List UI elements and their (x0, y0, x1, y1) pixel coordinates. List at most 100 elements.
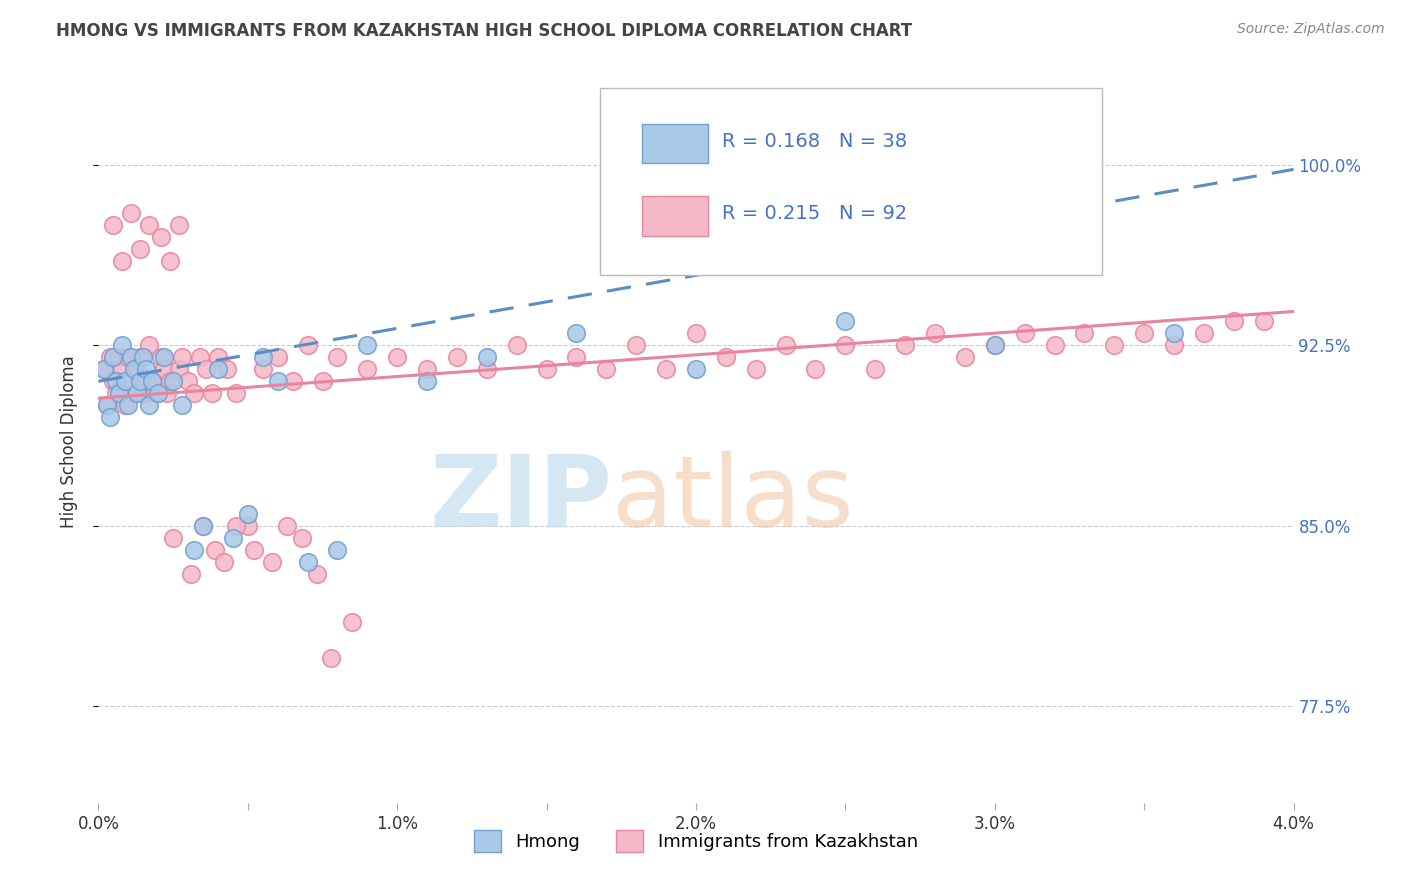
Point (103, 218, 125, 232)
Point (127, 362, 149, 376)
Point (132, 386, 155, 401)
FancyBboxPatch shape (643, 124, 709, 163)
Point (984, 338, 1007, 352)
Point (1133, 326, 1156, 341)
Point (172, 398, 194, 412)
Point (291, 531, 314, 545)
Point (204, 543, 226, 558)
Point (127, 386, 149, 401)
Point (804, 362, 827, 376)
Point (98, 351, 122, 365)
Point (111, 362, 134, 376)
Point (475, 351, 498, 365)
Point (195, 362, 218, 376)
Text: R = 0.168   N = 38: R = 0.168 N = 38 (723, 132, 907, 152)
Point (385, 351, 409, 365)
Point (114, 375, 136, 389)
Point (188, 351, 211, 365)
Point (565, 326, 588, 341)
Point (135, 375, 157, 389)
Point (953, 351, 976, 365)
Point (129, 351, 152, 365)
Point (714, 351, 737, 365)
Text: ZIP: ZIP (429, 450, 613, 548)
Point (108, 351, 131, 365)
Y-axis label: High School Diploma: High School Diploma (59, 355, 77, 528)
Point (120, 375, 142, 389)
Point (236, 519, 259, 533)
Point (138, 398, 160, 412)
Point (1163, 338, 1185, 352)
Point (183, 543, 205, 558)
Point (356, 338, 378, 352)
Point (1043, 338, 1066, 352)
Point (1073, 326, 1095, 341)
Point (103, 351, 125, 365)
Point (326, 351, 349, 365)
Point (150, 230, 173, 244)
Text: Source: ZipAtlas.com: Source: ZipAtlas.com (1237, 22, 1385, 37)
Point (191, 519, 214, 533)
FancyBboxPatch shape (600, 87, 1102, 276)
Point (222, 531, 245, 545)
Point (685, 326, 707, 341)
Point (167, 218, 190, 232)
Point (141, 375, 163, 389)
Point (111, 338, 134, 352)
Point (153, 351, 176, 365)
Legend: Hmong, Immigrants from Kazakhstan: Hmong, Immigrants from Kazakhstan (467, 822, 925, 859)
Point (138, 218, 160, 232)
Point (132, 351, 155, 365)
Point (342, 615, 364, 630)
Point (162, 531, 184, 545)
Point (267, 351, 290, 365)
Point (626, 338, 648, 352)
Point (1223, 314, 1246, 328)
Point (135, 362, 157, 376)
Point (565, 351, 588, 365)
Point (775, 338, 797, 352)
Point (326, 543, 349, 558)
Point (305, 567, 328, 582)
Point (834, 338, 856, 352)
Point (745, 362, 768, 376)
Point (252, 351, 274, 365)
Point (984, 338, 1007, 352)
Point (124, 386, 146, 401)
Point (685, 362, 707, 376)
Point (321, 651, 343, 665)
Point (1104, 338, 1126, 352)
Point (117, 398, 139, 412)
Point (156, 386, 179, 401)
Point (138, 338, 160, 352)
Point (252, 362, 274, 376)
Point (150, 351, 173, 365)
Point (148, 386, 170, 401)
Point (105, 375, 128, 389)
Point (129, 375, 152, 389)
Point (1192, 326, 1215, 341)
Point (191, 519, 214, 533)
Point (243, 543, 266, 558)
Point (225, 386, 247, 401)
Point (96, 398, 118, 412)
Point (655, 362, 678, 376)
Point (93, 362, 115, 376)
Point (865, 362, 887, 376)
Point (111, 254, 134, 268)
Point (124, 362, 146, 376)
Point (148, 375, 170, 389)
Point (215, 362, 238, 376)
Point (93, 362, 115, 376)
Point (1014, 326, 1036, 341)
Point (356, 362, 378, 376)
Text: R = 0.215   N = 92: R = 0.215 N = 92 (723, 204, 907, 224)
Point (153, 362, 176, 376)
Point (924, 326, 946, 341)
Point (225, 519, 247, 533)
Point (416, 362, 439, 376)
Point (177, 375, 200, 389)
Point (103, 375, 125, 389)
Point (1253, 314, 1275, 328)
Point (167, 362, 190, 376)
